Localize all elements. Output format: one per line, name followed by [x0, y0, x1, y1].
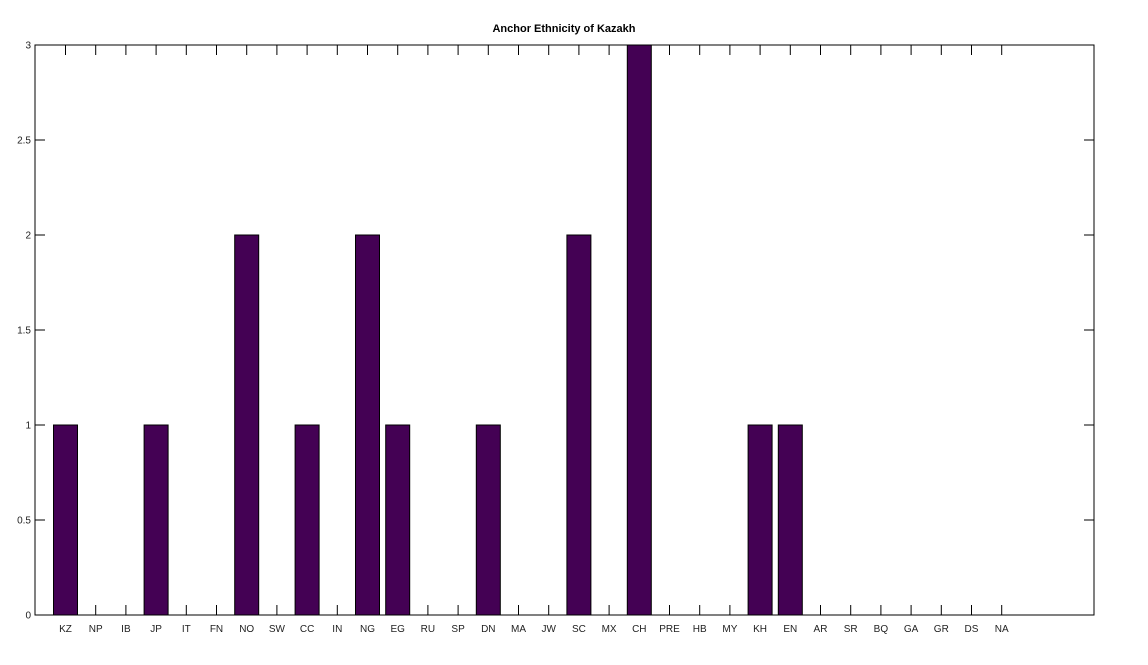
- x-tick-label: DN: [481, 624, 495, 635]
- x-tick-label: HB: [693, 624, 707, 635]
- plot-frame: [34, 44, 1095, 616]
- bar-kh: [747, 424, 773, 616]
- y-tick-label: 0: [25, 611, 31, 622]
- x-tick-label: SC: [572, 624, 586, 635]
- x-tick-label: JP: [150, 624, 162, 635]
- x-tick-label: NA: [995, 624, 1009, 635]
- x-tick-label: SP: [451, 624, 465, 635]
- x-tick-label: PRE: [659, 624, 680, 635]
- x-tick-label: FN: [210, 624, 223, 635]
- y-tick-label: 3: [25, 41, 31, 52]
- x-tick-label: IN: [332, 624, 342, 635]
- y-tick-label: 0.5: [17, 516, 31, 527]
- y-tick-label: 1.5: [17, 326, 31, 337]
- y-tick-label: 2.5: [17, 136, 31, 147]
- bar-en: [777, 424, 803, 616]
- bar-ng: [355, 234, 380, 616]
- bar-cc: [294, 424, 320, 616]
- x-tick-label: DS: [965, 624, 979, 635]
- chart-title: Anchor Ethnicity of Kazakh: [492, 23, 635, 35]
- x-tick-label: AR: [814, 624, 828, 635]
- x-tick-label: NP: [89, 624, 103, 635]
- bar-sc: [566, 234, 592, 616]
- x-tick-label: NO: [239, 624, 254, 635]
- x-tick-label: RU: [421, 624, 435, 635]
- x-tick-label: KH: [753, 624, 767, 635]
- x-tick-label: NG: [360, 624, 375, 635]
- x-tick-label: EN: [783, 624, 797, 635]
- x-tick-label: SW: [269, 624, 286, 635]
- x-tick-label: IB: [121, 624, 131, 635]
- x-tick-label: GA: [904, 624, 919, 635]
- x-tick-label: BQ: [874, 624, 889, 635]
- y-tick-label: 1: [25, 421, 31, 432]
- x-tick-label: CC: [300, 624, 314, 635]
- x-tick-label: EG: [390, 624, 405, 635]
- axes: [34, 44, 1095, 616]
- y-tick-labels: 0 0.5 1 1.5 2 2.5 3: [17, 41, 31, 622]
- bar-dn: [475, 424, 501, 616]
- x-tick-label: CH: [632, 624, 646, 635]
- x-tick-label: SR: [844, 624, 858, 635]
- x-tick-label: KZ: [59, 624, 72, 635]
- y-tick-label: 2: [25, 231, 31, 242]
- x-tick-label: MA: [511, 624, 526, 635]
- x-tick-label: IT: [182, 624, 191, 635]
- x-tick-label: MX: [602, 624, 617, 635]
- bars: [53, 44, 803, 616]
- bar-eg: [385, 424, 411, 616]
- x-tick-label: MY: [722, 624, 737, 635]
- bar-kz: [53, 424, 78, 616]
- x-tick-labels: KZ NP IB JP IT FN NO SW CC IN NG EG RU SP DN MA JW SC MX CH…: [59, 624, 1009, 635]
- bar-no: [234, 234, 260, 616]
- x-tick-label: JW: [541, 624, 556, 635]
- bar-jp: [143, 424, 169, 616]
- x-tick-label: GR: [934, 624, 949, 635]
- bar-ch: [626, 44, 652, 616]
